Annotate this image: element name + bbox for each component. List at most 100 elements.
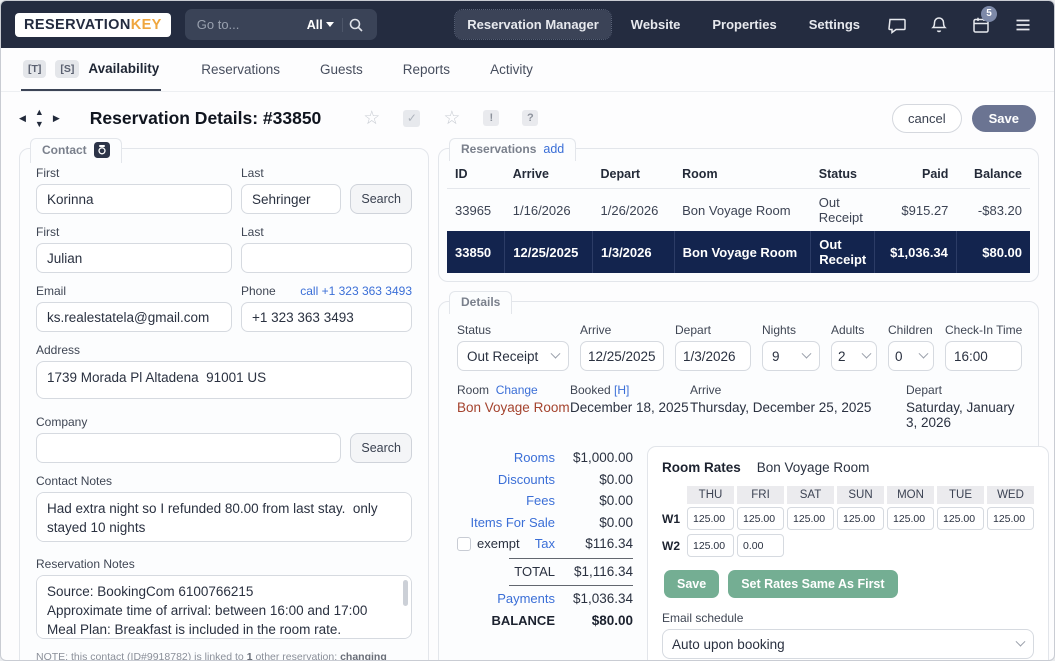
- prev-reservation-icon[interactable]: ◀: [19, 112, 26, 123]
- arrive-long-label: Arrive: [690, 383, 722, 397]
- calendar-icon[interactable]: 5: [964, 5, 998, 40]
- balance-label: BALANCE: [491, 612, 555, 628]
- contact-legend-label: Contact: [42, 143, 87, 157]
- w1-rate-input[interactable]: [837, 507, 884, 530]
- nav-settings[interactable]: Settings: [808, 17, 860, 32]
- set-rates-same-button[interactable]: Set Rates Same As First: [728, 570, 898, 598]
- status-select[interactable]: Out Receipt: [457, 341, 569, 371]
- payments-amount: $1,036.34: [572, 591, 633, 606]
- help-question-icon[interactable]: ?: [522, 110, 539, 126]
- fees-link[interactable]: Fees: [526, 493, 555, 508]
- col-arrive[interactable]: Arrive: [504, 165, 593, 189]
- up-reservation-icon[interactable]: ▲: [34, 106, 44, 117]
- col-id[interactable]: ID: [447, 165, 505, 189]
- tax-exempt-checkbox[interactable]: [457, 536, 471, 551]
- arrive-input[interactable]: [580, 341, 664, 371]
- w1-rate-input[interactable]: [887, 507, 934, 530]
- company-search-button[interactable]: Search: [350, 433, 412, 463]
- tab-reservations[interactable]: Reservations: [201, 62, 280, 77]
- w1-rate-input[interactable]: [937, 507, 984, 530]
- table-row-selected[interactable]: 33850 12/25/2025 1/3/2026 Bon Voyage Roo…: [447, 231, 1030, 273]
- w1-rate-input[interactable]: [687, 507, 734, 530]
- camera-icon[interactable]: [93, 142, 110, 158]
- rooms-link[interactable]: Rooms: [513, 450, 555, 465]
- nav-website[interactable]: Website: [630, 17, 681, 32]
- col-paid[interactable]: Paid: [874, 165, 957, 189]
- adults-label: Adults: [831, 323, 865, 337]
- charges-summary: Rooms $1,000.00 Discounts $0.00 Fees $0.00 …: [457, 446, 633, 660]
- messages-icon[interactable]: [880, 10, 914, 40]
- menu-hamburger-icon[interactable]: [1006, 10, 1040, 40]
- search-filter-dropdown[interactable]: All: [307, 17, 343, 32]
- col-status[interactable]: Status: [810, 165, 875, 189]
- tab-activity[interactable]: Activity: [490, 62, 533, 77]
- reservations-table: ID Arrive Depart Room Status Paid Balanc…: [447, 165, 1030, 273]
- phone-input[interactable]: [241, 302, 412, 332]
- logo-text-2: KEY: [130, 16, 162, 33]
- adults-select[interactable]: 2: [831, 341, 877, 371]
- save-button[interactable]: Save: [971, 104, 1036, 132]
- first-name-2-input[interactable]: [36, 243, 232, 273]
- w1-rate-input[interactable]: [737, 507, 784, 530]
- w2-rate-input[interactable]: [737, 534, 784, 557]
- linked-contact-note: NOTE: this contact (ID#9918782) is linke…: [36, 651, 387, 661]
- notifications-bell-icon[interactable]: [922, 10, 956, 40]
- next-reservation-icon[interactable]: ▶: [52, 112, 60, 123]
- badge-t[interactable]: [T]: [23, 59, 47, 78]
- star-icon-1[interactable]: ☆: [363, 107, 381, 129]
- tab-availability[interactable]: [T] [S] Availability: [21, 48, 162, 91]
- contact-notes-input[interactable]: Had extra night so I refunded 80.00 from…: [36, 492, 412, 542]
- w1-rate-input[interactable]: [787, 507, 834, 530]
- address-label: Address: [36, 343, 81, 357]
- last-name-input[interactable]: [241, 184, 342, 214]
- contact-search-button[interactable]: Search: [350, 184, 412, 214]
- nav-properties[interactable]: Properties: [712, 17, 777, 32]
- tab-reports[interactable]: Reports: [402, 62, 451, 77]
- global-search[interactable]: Go to... All: [184, 9, 377, 40]
- booked-date[interactable]: December 18, 2025: [570, 400, 689, 415]
- checked-flag-icon[interactable]: ✓: [403, 109, 421, 127]
- company-input[interactable]: [36, 433, 342, 463]
- nav-reservation-manager[interactable]: Reservation Manager: [454, 9, 612, 40]
- nights-select[interactable]: 9: [762, 341, 820, 371]
- reservations-add-link[interactable]: add: [543, 142, 565, 156]
- col-balance[interactable]: Balance: [956, 165, 1030, 189]
- col-room[interactable]: Room: [674, 165, 811, 189]
- cancel-button[interactable]: cancel: [892, 103, 962, 133]
- col-depart[interactable]: Depart: [592, 165, 675, 189]
- depart-long-value: Saturday, January 3, 2026: [906, 400, 1015, 430]
- tab-guests[interactable]: Guests: [320, 62, 363, 77]
- depart-input[interactable]: [675, 341, 751, 371]
- star-icon-2[interactable]: ☆: [443, 107, 461, 129]
- down-reservation-icon[interactable]: ▼: [34, 118, 44, 129]
- checkin-time-input[interactable]: [945, 341, 1023, 371]
- reservation-notes-label: Reservation Notes: [36, 557, 135, 571]
- rates-save-button[interactable]: Save: [664, 570, 720, 598]
- w2-label: W2: [662, 538, 680, 553]
- tax-amount: $116.34: [585, 536, 633, 551]
- badge-s[interactable]: [S]: [55, 59, 80, 78]
- w1-rate-input[interactable]: [987, 507, 1034, 530]
- address-input[interactable]: 1739 Morada Pl Altadena 91001 US: [36, 361, 412, 399]
- booked-history-tag[interactable]: [H]: [614, 383, 630, 397]
- last-name-2-input[interactable]: [241, 243, 412, 273]
- email-schedule-select[interactable]: Auto upon booking: [662, 629, 1034, 659]
- children-select[interactable]: 0: [888, 341, 934, 371]
- room-change-link[interactable]: Change: [495, 383, 538, 397]
- notes-scrollbar[interactable]: [403, 580, 408, 606]
- alert-exclaim-icon[interactable]: !: [483, 110, 500, 126]
- exempt-label: exempt: [477, 536, 520, 551]
- call-phone-link[interactable]: call +1 323 363 3493: [300, 284, 412, 298]
- reservation-notes-input[interactable]: Source: BookingCom 6100766215 Approximat…: [36, 575, 412, 639]
- payments-link[interactable]: Payments: [497, 591, 555, 606]
- table-row[interactable]: 33965 1/16/2026 1/26/2026 Bon Voyage Roo…: [455, 195, 1022, 225]
- items-for-sale-link[interactable]: Items For Sale: [470, 514, 555, 530]
- logo[interactable]: RESERVATIONKEY: [15, 12, 171, 37]
- first-name-input[interactable]: [36, 184, 232, 214]
- search-icon[interactable]: [343, 10, 369, 40]
- w2-rate-input[interactable]: [687, 534, 734, 557]
- email-input[interactable]: [36, 302, 232, 332]
- tax-link[interactable]: Tax: [534, 536, 555, 551]
- discounts-link[interactable]: Discounts: [497, 471, 555, 487]
